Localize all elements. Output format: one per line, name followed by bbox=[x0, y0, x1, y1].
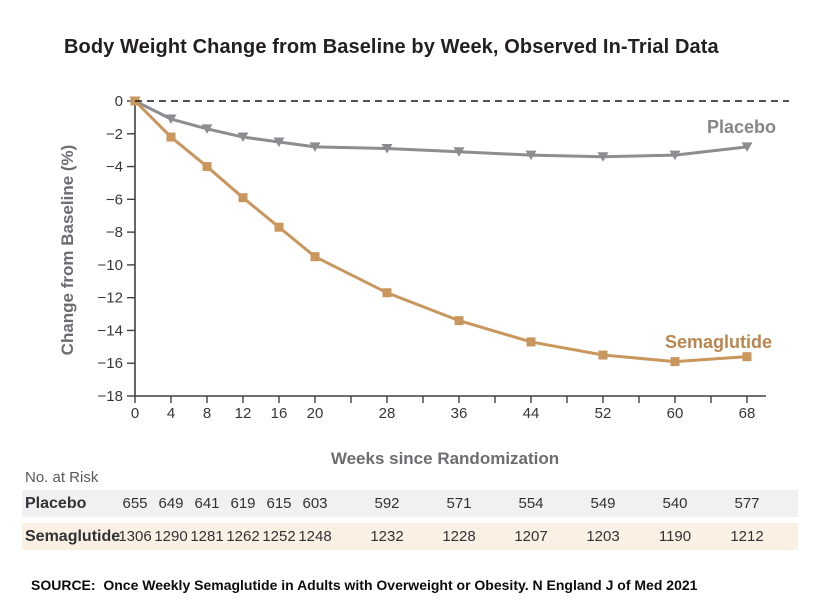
y-tick-label: −16 bbox=[98, 355, 123, 372]
risk-value: 1190 bbox=[658, 528, 692, 545]
risk-value: 592 bbox=[374, 495, 400, 512]
marker-square-semaglutide bbox=[742, 352, 752, 362]
risk-value: 1248 bbox=[298, 528, 332, 545]
x-tick-label: 20 bbox=[307, 405, 324, 422]
risk-value: 1290 bbox=[154, 528, 188, 545]
risk-value: 615 bbox=[266, 495, 292, 512]
risk-table-header: No. at Risk bbox=[25, 469, 99, 486]
risk-value: 1252 bbox=[262, 528, 296, 545]
marker-square-semaglutide bbox=[238, 193, 248, 203]
risk-value: 577 bbox=[734, 495, 760, 512]
x-tick-label: 4 bbox=[167, 405, 175, 422]
series-label-placebo: Placebo bbox=[707, 117, 776, 137]
series-line-placebo bbox=[133, 99, 749, 159]
marker-triangle-placebo bbox=[525, 150, 537, 161]
y-tick-label: −10 bbox=[98, 257, 123, 274]
marker-triangle-placebo bbox=[669, 150, 681, 161]
marker-square-semaglutide bbox=[382, 288, 392, 298]
x-tick-label: 60 bbox=[667, 405, 684, 422]
y-tick-label: −6 bbox=[106, 191, 123, 208]
y-tick-label: 0 bbox=[115, 93, 123, 110]
y-tick-label: −18 bbox=[98, 388, 123, 405]
x-tick-label: 12 bbox=[235, 405, 252, 422]
risk-value: 1207 bbox=[514, 528, 548, 545]
risk-value: 554 bbox=[518, 495, 544, 512]
marker-triangle-placebo bbox=[453, 147, 465, 157]
marker-square-semaglutide bbox=[310, 252, 320, 262]
marker-triangle-placebo bbox=[273, 137, 285, 147]
x-tick-label: 36 bbox=[451, 405, 468, 422]
x-tick-label: 44 bbox=[523, 405, 540, 422]
y-tick-label: −4 bbox=[106, 159, 123, 176]
risk-row-placebo: Placebo 655 649 641 619 615 603 592 571 554 549 540… bbox=[22, 490, 798, 517]
marker-square-semaglutide bbox=[598, 350, 608, 360]
x-tick-label: 0 bbox=[131, 405, 139, 422]
risk-value: 619 bbox=[230, 495, 256, 512]
x-tick-label: 52 bbox=[595, 405, 612, 422]
marker-triangle-placebo bbox=[309, 142, 321, 152]
risk-value: 603 bbox=[302, 495, 328, 512]
source-citation: SOURCE: Once Weekly Semaglutide in Adult… bbox=[31, 577, 698, 593]
risk-row-semaglutide: Semaglutide 1306 1290 1281 1262 1252 1248 1232 1… bbox=[22, 523, 798, 550]
series-label-semaglutide: Semaglutide bbox=[665, 332, 772, 352]
marker-square-semaglutide bbox=[202, 162, 212, 172]
x-tick-label: 28 bbox=[379, 405, 396, 422]
marker-square-semaglutide bbox=[274, 222, 284, 232]
y-tick-label: −12 bbox=[98, 290, 123, 307]
risk-value: 540 bbox=[662, 495, 688, 512]
risk-value: 655 bbox=[122, 495, 148, 512]
risk-value: 1212 bbox=[730, 528, 764, 545]
risk-row-label: Placebo bbox=[25, 495, 87, 512]
risk-row-label: Semaglutide bbox=[25, 528, 121, 545]
risk-value: 1232 bbox=[370, 528, 404, 545]
marker-square-semaglutide bbox=[166, 132, 176, 142]
x-tick-label: 16 bbox=[271, 405, 288, 422]
risk-value: 1228 bbox=[442, 528, 476, 545]
marker-square-semaglutide bbox=[454, 316, 464, 326]
risk-value: 1203 bbox=[586, 528, 620, 545]
risk-value: 1306 bbox=[118, 528, 152, 545]
risk-value: 571 bbox=[446, 495, 472, 512]
marker-triangle-placebo bbox=[597, 152, 609, 162]
chart-title: Body Weight Change from Baseline by Week… bbox=[64, 36, 719, 58]
y-tick-label: −2 bbox=[106, 126, 123, 143]
marker-triangle-placebo bbox=[741, 142, 753, 152]
risk-value: 649 bbox=[158, 495, 184, 512]
y-tick-label: −14 bbox=[98, 322, 123, 339]
risk-value: 1262 bbox=[226, 528, 260, 545]
marker-triangle-placebo bbox=[381, 144, 393, 154]
series-line-semaglutide bbox=[133, 99, 749, 364]
marker-triangle-placebo bbox=[201, 124, 213, 134]
risk-value: 641 bbox=[194, 495, 220, 512]
risk-value: 549 bbox=[590, 495, 616, 512]
marker-triangle-placebo bbox=[165, 114, 177, 125]
risk-value: 1281 bbox=[190, 528, 224, 545]
marker-triangle-placebo bbox=[237, 132, 249, 143]
x-axis-label: Weeks since Randomization bbox=[330, 449, 560, 468]
y-tick-label: −8 bbox=[106, 224, 123, 241]
x-tick-label: 68 bbox=[739, 405, 756, 422]
marker-square-semaglutide bbox=[526, 337, 536, 347]
marker-square-semaglutide bbox=[670, 357, 680, 367]
x-tick-label: 8 bbox=[203, 405, 211, 422]
